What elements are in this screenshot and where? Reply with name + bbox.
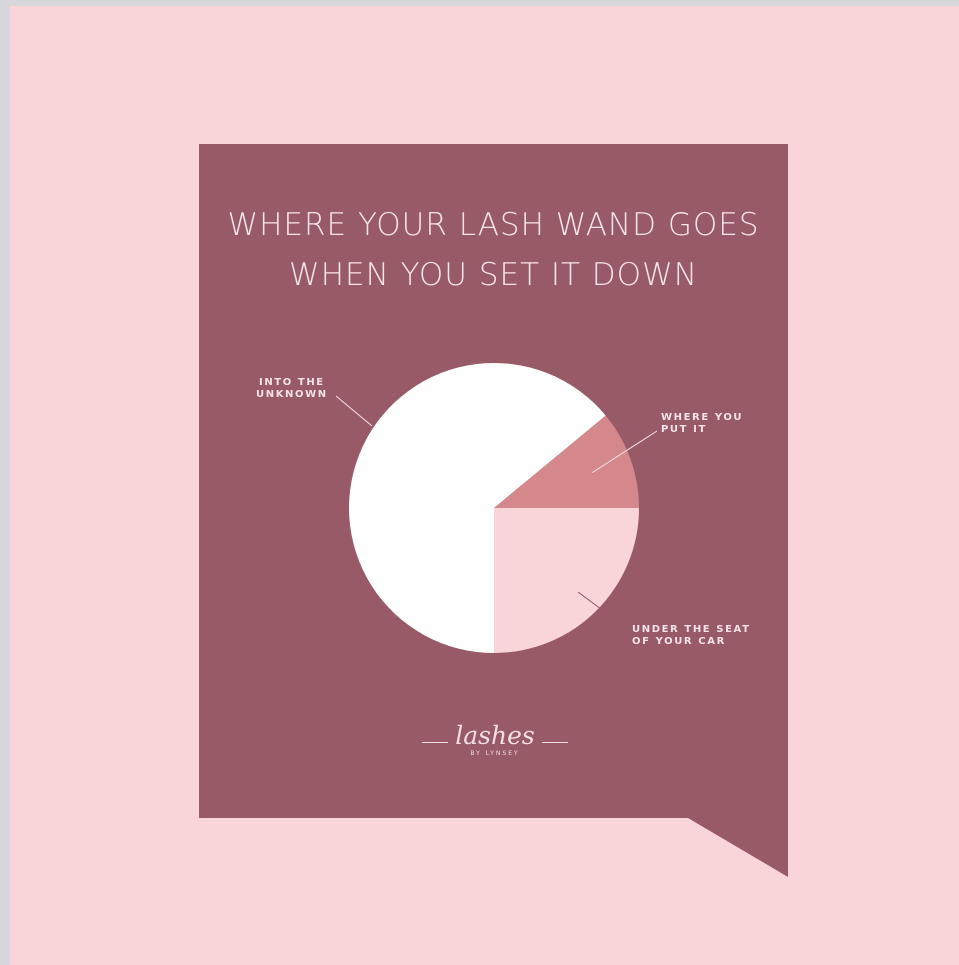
leader-line-into-the-unknown [335,395,373,427]
logo-subtitle: BY LYNSEY [470,750,520,757]
leader-line-where-you-put-it [591,430,658,474]
logo-left-flourish [422,742,448,743]
slice-label-under-the-seat: UNDER THE SEAT OF YOUR CAR [632,624,751,647]
pie-slice-where-you-put-it [494,415,639,508]
chart-title-line-1: WHERE YOUR LASH WAND GOES [227,207,760,243]
logo-right-flourish [542,742,568,743]
logo-script-text: lashes [455,721,535,750]
pie-slice-into-the-unknown [349,363,606,653]
pie-slice-under-the-seat [494,508,639,653]
leader-line-under-the-seat [577,591,633,633]
brand-logo: lashes BY LYNSEY [420,722,570,757]
slice-label-where-you-put-it: WHERE YOU PUT IT [661,412,744,435]
chart-title-line-2: WHEN YOU SET IT DOWN [289,257,698,293]
slice-label-into-the-unknown: INTO THE UNKNOWN [256,377,328,400]
chart-title: WHERE YOUR LASH WAND GOES WHEN YOU SET I… [199,200,788,300]
